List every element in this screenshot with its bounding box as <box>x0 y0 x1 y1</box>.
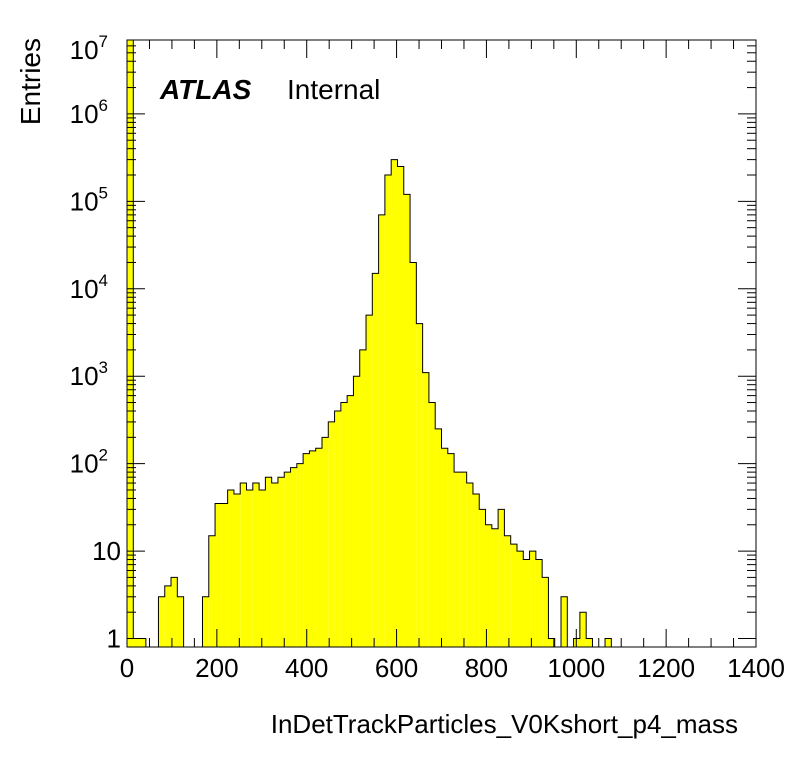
histogram-bin <box>378 214 385 647</box>
x-tick-label: 800 <box>465 653 508 683</box>
y-tick-label: 107 <box>70 32 108 65</box>
histogram-bin <box>523 559 530 647</box>
histogram-bin <box>340 402 348 647</box>
histogram-bin <box>535 559 543 647</box>
histogram-bin <box>303 453 310 647</box>
x-tick-label: 1200 <box>637 653 695 683</box>
histogram-bin <box>265 477 272 647</box>
histogram-bin <box>454 472 461 647</box>
x-tick-label: 600 <box>375 653 418 683</box>
histogram-bin <box>466 483 473 647</box>
histogram-bin <box>158 596 165 647</box>
histogram-bin <box>498 509 505 647</box>
histogram-bin <box>605 638 612 647</box>
histogram-bin <box>202 596 209 647</box>
axis-ticks <box>126 39 757 647</box>
y-tick-label: 104 <box>70 271 108 304</box>
y-tick-label: 103 <box>70 358 108 391</box>
histogram-bin <box>347 395 354 647</box>
atlas-label: ATLAS <box>159 74 252 105</box>
y-tick-label: 105 <box>70 183 108 216</box>
histogram-bin <box>561 596 568 647</box>
histogram-bin <box>403 194 411 647</box>
histogram-bin <box>290 467 297 647</box>
y-tick-label: 10 <box>92 536 121 566</box>
histogram-bin <box>485 524 492 647</box>
histogram-bin <box>410 262 417 647</box>
histogram-bin <box>171 577 178 647</box>
histogram-bin <box>441 448 448 647</box>
histogram-bin <box>277 477 285 647</box>
histogram-bin <box>240 483 247 647</box>
histogram-bin <box>504 535 511 647</box>
histogram-bin <box>353 376 360 647</box>
x-tick-label: 200 <box>195 653 238 683</box>
histogram-bin <box>510 544 517 647</box>
histogram-bin <box>221 503 228 647</box>
histogram-bin <box>491 528 499 647</box>
histogram-bin <box>428 402 436 647</box>
histogram-bin <box>309 450 316 647</box>
x-tick-label: 400 <box>285 653 328 683</box>
histogram-bin <box>334 411 341 647</box>
y-tick-label: 106 <box>70 96 108 129</box>
histogram-bin <box>384 175 392 647</box>
histogram-bin <box>284 472 291 647</box>
histogram-bin <box>233 493 241 647</box>
histogram-bin <box>372 273 379 647</box>
histogram-bin <box>271 483 278 647</box>
histogram-bin <box>127 40 134 647</box>
histogram-bin <box>366 315 373 647</box>
histogram-bin <box>315 448 322 647</box>
x-tick-labels: 0 200 400 600 800 1000 1200 1400 <box>120 653 785 683</box>
histogram-bin <box>472 493 480 647</box>
y-tick-label: 102 <box>70 446 108 479</box>
histogram-bin <box>139 638 146 647</box>
histogram-bin <box>516 551 524 647</box>
histogram-bin <box>259 489 266 647</box>
x-tick-label: 0 <box>120 653 134 683</box>
histogram-bin <box>321 437 329 647</box>
x-axis-title: InDetTrackParticles_V0Kshort_p4_mass <box>271 709 738 739</box>
histogram-outline <box>126 39 756 648</box>
histogram-bin <box>296 463 304 647</box>
histogram-bin <box>246 489 253 647</box>
histogram-bin <box>479 509 486 647</box>
histogram-bin <box>359 349 367 647</box>
histogram-bin <box>133 638 140 647</box>
histogram-bin <box>215 503 222 647</box>
histogram-bin <box>208 535 216 647</box>
x-tick-label: 1400 <box>727 653 785 683</box>
histogram-bin <box>579 612 587 647</box>
histogram-bin <box>416 323 423 647</box>
histogram-bin <box>447 453 455 647</box>
histogram-bin <box>227 489 234 647</box>
histogram-bin <box>422 372 429 647</box>
histogram-bin <box>542 577 549 647</box>
histogram-bin <box>548 638 555 647</box>
y-tick-label: 1 <box>107 624 121 654</box>
histogram-bin <box>397 166 404 647</box>
histogram-bin <box>586 638 593 647</box>
histogram-bin <box>252 483 260 647</box>
histogram-bin <box>460 472 467 647</box>
histogram-bins <box>126 39 756 648</box>
histogram-bin <box>164 585 172 647</box>
histogram-bin <box>391 159 398 647</box>
histogram-bin <box>435 428 442 647</box>
y-axis-title: Entries <box>15 38 46 125</box>
internal-label: Internal <box>287 74 380 105</box>
y-tick-labels: 1 10 102 103 104 105 106 107 <box>70 32 121 654</box>
histogram-bin <box>177 596 184 647</box>
x-tick-label: 1000 <box>547 653 605 683</box>
histogram-bin <box>328 421 335 647</box>
histogram-bin <box>529 551 536 647</box>
